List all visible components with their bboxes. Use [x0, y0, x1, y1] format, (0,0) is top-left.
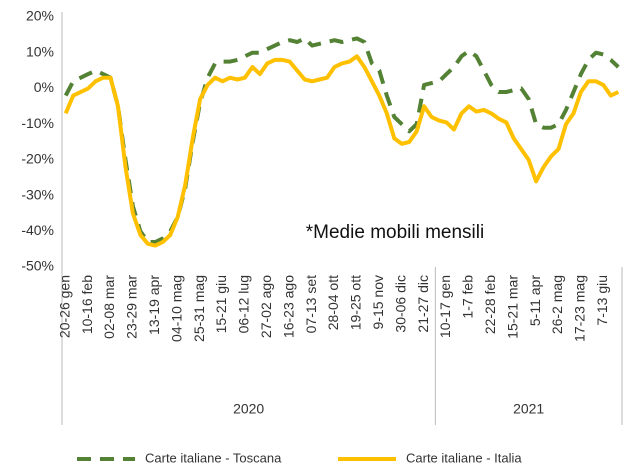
x-tick-label: 04-10 mag [168, 275, 184, 342]
x-tick-label: 25-31 mag [191, 275, 207, 342]
x-tick-label: 15-21 giu [213, 275, 229, 333]
x-tick-label: 06-12 lug [236, 275, 252, 333]
x-tick-label: 28-04 ott [325, 275, 341, 330]
x-tick-label: 10-16 feb [79, 275, 95, 334]
x-tick-label: 21-27 dic [415, 275, 431, 333]
x-tick-label: 5-11 apr [527, 275, 543, 326]
x-tick-label: 19-25 ott [348, 275, 364, 330]
x-tick-label: 17-23 mag [572, 275, 588, 342]
y-tick-label: -40% [21, 222, 54, 238]
x-tick-label: 27-02 ago [258, 275, 274, 338]
x-tick-label: 10-17 gen [437, 275, 453, 338]
x-tick-label: 15-21 mar [504, 275, 520, 339]
y-tick-label: 10% [26, 43, 54, 59]
y-tick-label: -30% [21, 186, 54, 202]
x-tick-label: 7-13 giu [594, 275, 610, 326]
x-tick-label: 07-13 set [303, 275, 319, 333]
x-tick-label: 13-19 apr [146, 275, 162, 335]
annotation: *Medie mobili mensili [306, 222, 484, 243]
x-tick-label: 20-26 gen [56, 275, 72, 338]
legend-label: Carte italiane - Toscana [145, 450, 282, 465]
x-tick-label: 30-06 dic [392, 275, 408, 333]
x-group-label: 2020 [233, 401, 264, 417]
x-tick-label: 16-23 ago [280, 275, 296, 338]
series-line [63, 54, 620, 248]
y-tick-label: 0% [34, 79, 54, 95]
y-tick-label: -20% [21, 151, 54, 167]
x-group-label: 2021 [513, 401, 544, 417]
x-tick-label: 1-7 feb [460, 275, 476, 319]
y-tick-label: 20% [26, 8, 54, 24]
x-tick-label: 23-29 mar [124, 275, 140, 339]
y-tick-label: -50% [21, 258, 54, 274]
x-tick-label: 02-08 mar [101, 275, 117, 339]
x-tick-label: 9-15 nov [370, 275, 386, 329]
y-tick-label: -10% [21, 115, 54, 131]
x-tick-label: 22-28 feb [482, 275, 498, 334]
legend-label: Carte italiane - Italia [406, 450, 522, 465]
series-line [63, 36, 620, 244]
x-tick-label: 26-2 mag [549, 275, 565, 334]
